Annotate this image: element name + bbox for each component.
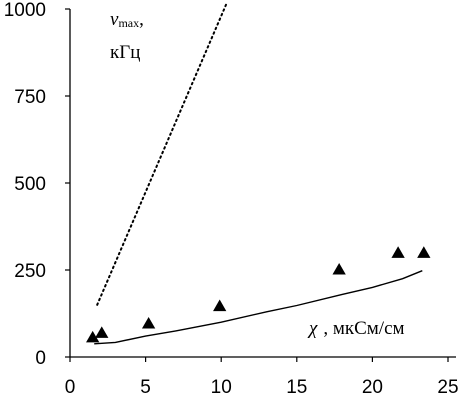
x-axis-label: χ, мкСм/см [307, 318, 405, 339]
x-tick-label: 15 [286, 377, 307, 398]
y-axis-label-symbol: ν [110, 9, 119, 30]
y-axis-label-comma: , [139, 9, 144, 30]
x-tick-label: 25 [437, 377, 458, 398]
fit-line [94, 270, 423, 345]
data-point-triangle [95, 326, 109, 338]
y-tick-label: 250 [14, 261, 46, 282]
tick-marks [65, 8, 449, 362]
series-layer [86, 1, 431, 345]
y-tick-label: 0 [35, 348, 46, 369]
x-axis-label-text: , мкСм/см [323, 318, 404, 339]
x-tick-label: 10 [211, 377, 232, 398]
x-tick-label: 20 [362, 377, 383, 398]
data-point-triangle [391, 246, 405, 258]
y-tick-label: 750 [14, 87, 46, 108]
x-axis-label-symbol: χ [307, 318, 318, 339]
y-axis-label-unit: кГц [110, 42, 140, 63]
dotted-trend-line [96, 1, 229, 306]
data-point-triangle [417, 246, 431, 258]
data-point-triangle [86, 330, 100, 343]
x-tick-label: 0 [65, 377, 76, 398]
x-tick-label: 5 [140, 377, 151, 398]
y-tick-label: 500 [14, 174, 46, 195]
data-point-triangle [332, 263, 346, 275]
y-axis-label-subscript: max [118, 16, 139, 30]
y-axis-label: νmax, [110, 9, 144, 30]
data-point-triangle [141, 316, 156, 329]
data-point-triangle [213, 299, 227, 312]
y-tick-label: 1000 [4, 0, 46, 21]
